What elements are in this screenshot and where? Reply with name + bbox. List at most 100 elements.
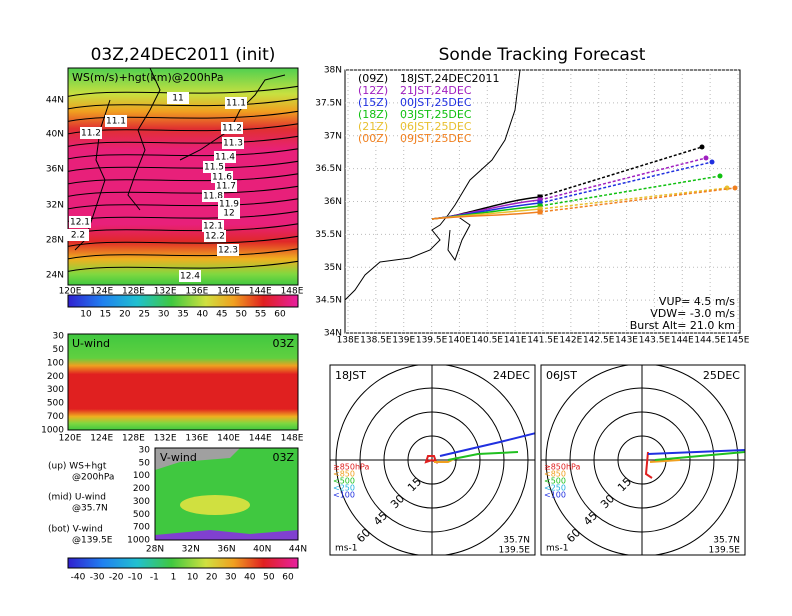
contour-label: 11 (172, 94, 183, 104)
colorbar-label: 40 (197, 310, 209, 320)
lon-label: 140E (217, 434, 240, 444)
lon-label: 124E (90, 287, 113, 297)
contour-label: 11.7 (216, 182, 236, 192)
level-label: <250 (544, 484, 566, 493)
lat-label: 36.5N (315, 164, 342, 174)
contour (68, 173, 298, 185)
level-label: <100 (544, 491, 566, 500)
colorbar-label: 25 (138, 310, 149, 320)
pressure-label: 700 (133, 523, 150, 533)
contour-label-bg (221, 122, 243, 134)
v-wind-field (155, 448, 298, 540)
contour-label-bg (218, 207, 240, 219)
contour-label: 11.3 (223, 139, 243, 149)
polar-date: 24DEC (493, 369, 530, 382)
note: (up) WS+hgt (48, 462, 107, 472)
lon-label: 140E (217, 287, 240, 297)
ring-label: 15 (615, 475, 634, 494)
launch-label: 00JST,25DEC (400, 96, 472, 109)
note: @200hPa (72, 473, 114, 483)
map-title: 03Z,24DEC2011 (init) (91, 45, 276, 65)
v-frame (154, 447, 299, 541)
level-label: <850 (544, 470, 566, 479)
lon-label: 144.5E (694, 336, 726, 346)
lat-label: 44N (289, 545, 307, 555)
lat-label: 35N (324, 263, 342, 273)
lon-label: 139.5E (416, 336, 448, 346)
colorbar-label: -40 (71, 573, 86, 583)
lon-label: 136E (185, 434, 208, 444)
polar-unit: ms-1 (335, 544, 357, 554)
contour-label: 11.5 (204, 163, 224, 173)
launch-utc: (15Z) (358, 96, 388, 109)
colorbar-label: -1 (150, 573, 159, 583)
launch-label: 09JST,25DEC (400, 132, 472, 145)
lon-label: 143.5E (639, 336, 671, 346)
v-colorbar (67, 557, 299, 569)
end-marker (732, 185, 738, 191)
ring-label: 60 (354, 526, 373, 545)
lon-label: 148E (281, 287, 304, 297)
contour-label-bg (203, 161, 225, 173)
contour-label-bg (179, 270, 201, 282)
lon-label: 138E (337, 336, 360, 346)
level-label: ≥850hPa (544, 463, 581, 472)
contour-label: 11.2 (81, 129, 101, 139)
contour-label-bg (204, 230, 226, 242)
contour (68, 160, 298, 172)
lon-label: 144E (249, 434, 272, 444)
lon-label: 141E (504, 336, 527, 346)
colorbar-label: 50 (235, 310, 247, 320)
contour-label-bg (69, 216, 91, 228)
colorbar-label: 30 (158, 310, 170, 320)
pressure-label: 30 (53, 332, 65, 342)
polar-frame (540, 364, 746, 556)
ring-label: 45 (581, 509, 600, 528)
colorbar-label: 10 (187, 573, 199, 583)
polar-date: 25DEC (703, 369, 740, 382)
pressure-label: 1000 (127, 536, 150, 546)
lon-label: 132E (154, 434, 177, 444)
contour-label-bg (167, 92, 189, 104)
lat-label: 36N (324, 197, 342, 207)
launch-label: 06JST,25DEC (400, 120, 472, 133)
lat-label: 34N (324, 329, 342, 339)
ring-label: 30 (388, 492, 407, 511)
pressure-label: 700 (47, 412, 64, 422)
burst-marker (537, 200, 543, 206)
lon-label: 142.5E (583, 336, 615, 346)
contour-label: 11.4 (215, 153, 235, 163)
colorbar-label: 40 (244, 573, 256, 583)
pressure-label: 50 (139, 458, 151, 468)
lon-label: 140E (448, 336, 471, 346)
ring-label: 15 (405, 475, 424, 494)
level-label: <500 (333, 477, 355, 486)
lat-label: 28N (146, 545, 164, 555)
pressure-label: 100 (133, 471, 150, 481)
lon-label: 128E (122, 287, 145, 297)
colorbar-label: 1 (171, 573, 177, 583)
param: VUP= 4.5 m/s (659, 295, 735, 308)
colorbar-label: 60 (274, 310, 286, 320)
burst-marker (537, 197, 543, 203)
lat-label: 40N (253, 545, 271, 555)
colorbar-label: -10 (128, 573, 143, 583)
polar-unit: ms-1 (546, 544, 568, 554)
pressure-label: 300 (47, 385, 64, 395)
trajectory (439, 432, 535, 457)
v-wind-low (155, 530, 298, 540)
ring-label: 30 (598, 492, 617, 511)
contour (68, 98, 298, 110)
lon-label: 142E (559, 336, 582, 346)
launch-utc: (00Z) (358, 132, 388, 145)
u-wind-field (67, 333, 299, 431)
contour-label-bg (215, 180, 237, 192)
lat-label: 36N (46, 165, 64, 175)
contour-label: 11.2 (222, 124, 242, 134)
lon-label: 139E (392, 336, 415, 346)
track-forecast (539, 187, 736, 213)
lat-label: 35.5N (315, 230, 342, 240)
launch-label: 18JST,24DEC2011 (400, 72, 500, 85)
contour-label-bg (202, 220, 224, 232)
lat-label: 34.5N (315, 296, 342, 306)
